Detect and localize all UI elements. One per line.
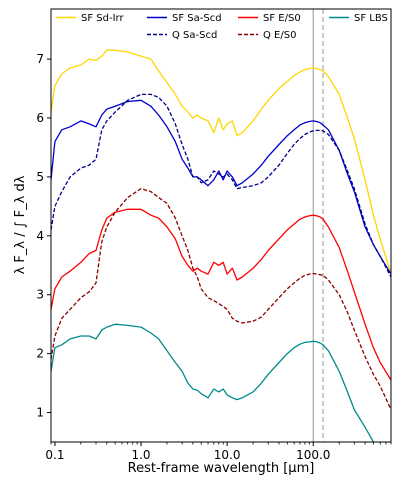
y-tick-label: 3 (36, 288, 44, 302)
plot-frame (50, 8, 392, 443)
legend-item-q-e-s0: Q E/S0 (238, 30, 296, 41)
legend-item-sf-lbs: SF LBS (329, 13, 388, 24)
legend-item-sf-sa-scd: SF Sa-Scd (147, 13, 222, 24)
series-line-sf-sd-irr (51, 49, 391, 275)
y-tick-label: 1 (36, 406, 44, 420)
legend-label: SF LBS (354, 13, 388, 24)
plot-background (51, 9, 391, 442)
legend-item-sf-e-s0: SF E/S0 (238, 13, 301, 24)
y-tick-label: 5 (36, 170, 44, 184)
legend-item-sf-sd-irr: SF Sd-Irr (56, 13, 124, 24)
series-layer (51, 49, 391, 442)
legend-label: Q Sa-Scd (172, 30, 217, 41)
series-line-sf-lbs (51, 323, 375, 442)
x-tick-label: 10.0 (214, 448, 241, 462)
y-tick-label: 6 (36, 111, 44, 125)
y-axis: 1 2 3 4 5 6 7 (36, 52, 51, 420)
y-tick-label: 4 (36, 229, 44, 243)
legend: SF Sd-Irr SF Sa-Scd SF E/S0 SF LBS Q Sa-Scd Q… (56, 13, 388, 41)
legend-label: SF Sa-Scd (172, 13, 222, 24)
x-axis-label: Rest-frame wavelength [μm] (128, 461, 315, 476)
legend-label: Q E/S0 (263, 30, 296, 41)
y-axis-label: λ F_λ / ∫ F_λ dλ (13, 175, 28, 274)
series-line-q-sa-scd (51, 93, 391, 278)
y-tick-label: 2 (36, 347, 44, 361)
y-tick-label: 7 (36, 52, 44, 66)
x-tick-label: 100.0 (296, 448, 330, 462)
x-tick-label: 0.1 (45, 448, 64, 462)
x-axis: 0.1 1.0 10.0 100.0 (45, 442, 392, 462)
legend-item-q-sa-scd: Q Sa-Scd (147, 30, 217, 41)
legend-label: SF Sd-Irr (81, 13, 124, 24)
series-line-q-e-s0 (51, 188, 391, 410)
reference-lines (312, 9, 324, 442)
series-line-sf-e-s0 (51, 208, 391, 381)
x-tick-label: 1.0 (131, 448, 150, 462)
legend-label: SF E/S0 (263, 13, 301, 24)
